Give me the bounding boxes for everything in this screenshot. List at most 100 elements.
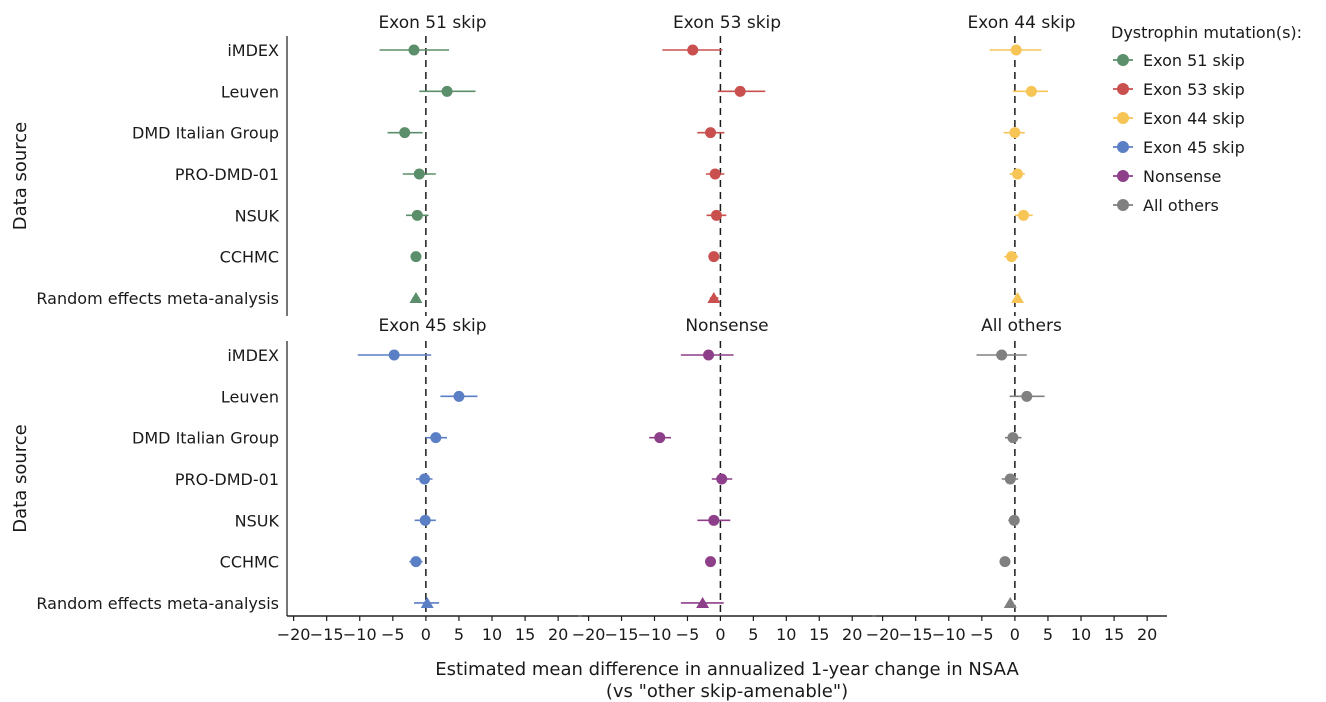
point-estimate bbox=[996, 349, 1008, 361]
point-estimate bbox=[441, 85, 453, 97]
x-axis-subtitle: (vs "other skip-amenable") bbox=[606, 681, 848, 702]
x-tick-label: 10 bbox=[1071, 625, 1091, 644]
panel-nonsense: Nonsense bbox=[649, 316, 769, 616]
x-tick-label: −10 bbox=[638, 625, 672, 644]
pooled-estimate-triangle bbox=[1003, 596, 1017, 608]
x-tick-label: −20 bbox=[277, 625, 311, 644]
panel-title: All others bbox=[981, 316, 1062, 336]
panel-title: Nonsense bbox=[685, 316, 768, 336]
row-label: CCHMC bbox=[220, 248, 279, 267]
x-tick-label: −5 bbox=[676, 625, 700, 644]
x-tick-label: 5 bbox=[454, 625, 464, 644]
row-label: NSUK bbox=[235, 511, 280, 530]
panel-title: Exon 45 skip bbox=[378, 316, 486, 336]
point-estimate bbox=[410, 556, 422, 568]
x-tick-label: 10 bbox=[776, 625, 796, 644]
pooled-estimate-triangle bbox=[420, 596, 434, 608]
pooled-estimate-triangle bbox=[707, 291, 721, 303]
point-estimate bbox=[453, 390, 465, 402]
x-tick-label: −15 bbox=[899, 625, 933, 644]
x-axis-panel-1: −20 −15 −10 −5 0 5 10 15 20 bbox=[277, 615, 578, 644]
point-estimate bbox=[1021, 390, 1033, 402]
legend-swatch-point bbox=[1117, 199, 1129, 211]
legend-swatch-point bbox=[1117, 141, 1129, 153]
x-axis-panel-2: −20 −15 −10 −5 0 5 10 15 20 bbox=[572, 615, 872, 644]
point-estimate bbox=[705, 127, 717, 139]
x-axis-panel-3: −20 −15 −10 −5 0 5 10 15 20 bbox=[866, 615, 1167, 644]
point-estimate bbox=[1007, 432, 1019, 444]
panel-exon-53-skip: Exon 53 skip bbox=[662, 13, 781, 316]
legend-label: Exon 53 skip bbox=[1143, 80, 1245, 99]
x-tick-label: 0 bbox=[421, 625, 431, 644]
pooled-estimate-triangle bbox=[1011, 291, 1025, 303]
row-label: iMDEX bbox=[227, 346, 279, 365]
legend-label: Exon 45 skip bbox=[1143, 138, 1245, 157]
row-label: DMD Italian Group bbox=[132, 124, 279, 143]
pooled-estimate-triangle bbox=[696, 596, 710, 608]
x-tick-label: 15 bbox=[809, 625, 829, 644]
point-estimate bbox=[388, 349, 400, 361]
y-axis-title: Data source bbox=[10, 122, 31, 230]
row-label: Random effects meta-analysis bbox=[36, 594, 279, 613]
x-tick-label: 10 bbox=[482, 625, 502, 644]
x-tick-label: 15 bbox=[515, 625, 535, 644]
row-label: NSUK bbox=[235, 206, 280, 225]
legend-swatch-point bbox=[1117, 170, 1129, 182]
point-estimate bbox=[410, 251, 422, 263]
point-estimate bbox=[1012, 168, 1024, 180]
point-estimate bbox=[1006, 251, 1018, 263]
point-estimate bbox=[705, 556, 717, 568]
y-axis-title: Data source bbox=[10, 424, 31, 532]
x-tick-label: 5 bbox=[748, 625, 758, 644]
point-estimate bbox=[708, 514, 720, 526]
x-tick-label: 20 bbox=[548, 625, 568, 644]
x-axis-title: Estimated mean difference in annualized … bbox=[435, 659, 1019, 680]
legend: Dystrophin mutation(s): Exon 51 skip Exon … bbox=[1111, 23, 1302, 215]
point-estimate bbox=[687, 44, 699, 56]
point-estimate bbox=[419, 514, 431, 526]
legend-swatch-point bbox=[1117, 54, 1129, 66]
panel-exon-45-skip: Exon 45 skip bbox=[357, 316, 487, 616]
panel-title: Exon 51 skip bbox=[378, 13, 486, 33]
x-tick-label: 15 bbox=[1104, 625, 1124, 644]
point-estimate bbox=[654, 432, 666, 444]
x-tick-label: −20 bbox=[572, 625, 606, 644]
point-estimate bbox=[710, 209, 722, 221]
x-tick-label: 0 bbox=[715, 625, 725, 644]
x-tick-label: −15 bbox=[605, 625, 639, 644]
x-tick-label: 20 bbox=[842, 625, 862, 644]
legend-entry: Exon 45 skip bbox=[1113, 138, 1245, 157]
x-tick-label: −20 bbox=[866, 625, 900, 644]
point-estimate bbox=[999, 556, 1011, 568]
x-tick-label: −10 bbox=[343, 625, 377, 644]
point-estimate bbox=[1009, 127, 1021, 139]
panel-title: Exon 44 skip bbox=[967, 13, 1075, 33]
point-estimate bbox=[709, 168, 721, 180]
x-tick-label: 20 bbox=[1137, 625, 1157, 644]
x-tick-label: 0 bbox=[1010, 625, 1020, 644]
legend-entry: Exon 51 skip bbox=[1113, 51, 1245, 70]
x-tick-label: −15 bbox=[310, 625, 344, 644]
point-estimate bbox=[413, 168, 425, 180]
point-estimate bbox=[1010, 44, 1022, 56]
legend-label: Nonsense bbox=[1143, 167, 1221, 186]
row-label: Leuven bbox=[221, 387, 279, 406]
point-estimate bbox=[734, 85, 746, 97]
legend-entry: Nonsense bbox=[1113, 167, 1221, 186]
point-estimate bbox=[1004, 473, 1016, 485]
legend-label: Exon 44 skip bbox=[1143, 109, 1245, 128]
point-estimate bbox=[408, 44, 420, 56]
point-estimate bbox=[708, 251, 720, 263]
row-label: iMDEX bbox=[227, 41, 279, 60]
row-label: DMD Italian Group bbox=[132, 429, 279, 448]
legend-title: Dystrophin mutation(s): bbox=[1111, 23, 1302, 42]
legend-entry: All others bbox=[1113, 196, 1219, 215]
point-estimate bbox=[716, 473, 728, 485]
point-estimate bbox=[1017, 209, 1029, 221]
pooled-estimate-triangle bbox=[409, 291, 423, 303]
panel-exon-51-skip: Exon 51 skip bbox=[378, 13, 487, 316]
legend-swatch-point bbox=[1117, 112, 1129, 124]
legend-swatch-point bbox=[1117, 83, 1129, 95]
point-estimate bbox=[411, 209, 423, 221]
